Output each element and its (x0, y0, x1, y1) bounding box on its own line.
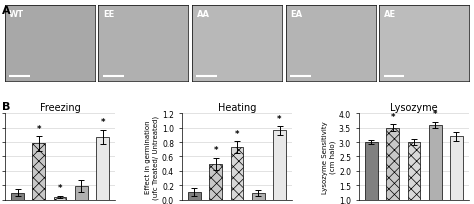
Text: *: * (277, 114, 282, 123)
Text: *: * (213, 146, 218, 155)
Title: Freezing: Freezing (40, 103, 81, 113)
Text: AA: AA (197, 10, 210, 19)
Text: *: * (235, 129, 239, 138)
Y-axis label: Effect in germination
(ufc Treated/ Untreated): Effect in germination (ufc Treated/ Untr… (145, 115, 159, 198)
Text: *: * (36, 124, 41, 133)
Text: B: B (2, 102, 11, 112)
Bar (231, 147, 243, 200)
Title: Heating: Heating (218, 103, 256, 113)
Text: EA: EA (290, 10, 302, 19)
Text: *: * (391, 112, 395, 121)
Bar (96, 137, 109, 200)
Text: EE: EE (103, 10, 114, 19)
Bar (75, 186, 88, 200)
Bar (188, 192, 201, 200)
Bar (11, 193, 24, 200)
Bar (273, 131, 286, 200)
Text: *: * (100, 118, 105, 127)
Bar (408, 142, 420, 204)
Bar (210, 164, 222, 200)
Bar (450, 136, 463, 204)
Bar (386, 128, 399, 204)
Text: *: * (58, 183, 62, 192)
Text: AE: AE (384, 10, 396, 19)
Y-axis label: Lysozyme Sensitivity
(cm halo): Lysozyme Sensitivity (cm halo) (322, 121, 336, 193)
Bar (429, 125, 442, 204)
Text: WT: WT (9, 10, 24, 19)
Bar (54, 197, 66, 200)
Text: A: A (2, 6, 11, 16)
Text: *: * (433, 110, 438, 119)
Title: Lysozyme: Lysozyme (390, 103, 438, 113)
Bar (252, 193, 264, 200)
Bar (365, 142, 378, 204)
Bar (32, 144, 45, 200)
